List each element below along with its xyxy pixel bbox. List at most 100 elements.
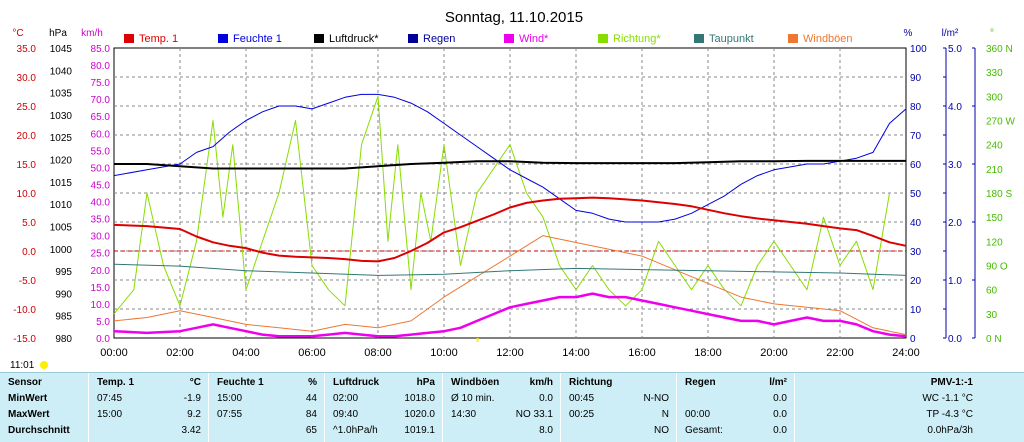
- legend-label: Windböen: [803, 33, 853, 45]
- stats-direction-value: N-NO: [643, 393, 669, 404]
- wind-tick-label: 50.0: [91, 163, 111, 174]
- stats-row-label-max: MaxWert: [8, 409, 50, 420]
- legend-label: Richtung*: [613, 33, 661, 45]
- stats-pressure-time: 02:00: [333, 393, 359, 404]
- x-tick-label: 06:00: [298, 347, 326, 359]
- direction-tick-label: 60: [986, 286, 998, 297]
- pressure-tick-label: 1005: [50, 222, 73, 233]
- stats-sensor-column: Sensor MinWert MaxWert Durchschnitt: [0, 373, 88, 442]
- wind-tick-label: 15.0: [91, 283, 111, 294]
- stats-unit-rain: l/m²: [769, 377, 787, 388]
- pressure-tick-label: 1015: [50, 178, 73, 189]
- stats-unit-humidity: %: [308, 377, 317, 388]
- stats-temp-value: -1.9: [183, 393, 201, 404]
- stats-row-label-min: MinWert: [8, 393, 48, 404]
- x-tick-label: 22:00: [826, 347, 854, 359]
- temp-tick-label: -5.0: [19, 276, 37, 287]
- legend-label: Luftdruck*: [329, 33, 379, 45]
- rain-unit-label: l/m²: [942, 28, 959, 39]
- rain-tick-label: 1.0: [948, 276, 962, 287]
- wind-tick-label: 20.0: [91, 266, 111, 277]
- humidity-unit-label: %: [904, 28, 913, 39]
- weather-chart: Sonntag, 11.10.2015 Temp. 1 Feuchte 1 Luft…: [10, 9, 1015, 371]
- stats-gusts-value: 8.0: [539, 425, 553, 436]
- stats-pressure-time: 09:40: [333, 409, 359, 420]
- direction-tick-label: 30: [986, 310, 998, 321]
- direction-tick-label: 90 O: [986, 262, 1008, 273]
- humidity-tick-label: 80: [910, 102, 922, 113]
- legend-label: Feuchte 1: [233, 33, 282, 45]
- stats-humidity-value: 44: [305, 393, 317, 404]
- stats-pmv-windchill: WC -1.1 °C: [922, 393, 973, 404]
- stats-header-gusts: Windböen: [451, 377, 500, 388]
- stats-gusts-time: 14:30: [451, 409, 477, 420]
- legend-swatch: [598, 34, 608, 43]
- stats-temp-value: 9.2: [187, 409, 201, 420]
- rain-tick-label: 2.0: [948, 218, 962, 229]
- series-line-windböen: [113, 235, 907, 336]
- stats-pressure-value: 1018.0: [404, 393, 435, 404]
- direction-tick-label: 270 W: [986, 117, 1015, 128]
- temp-tick-label: 0.0: [22, 247, 36, 258]
- wind-tick-label: 45.0: [91, 180, 111, 191]
- stats-humidity-time: 15:00: [217, 393, 243, 404]
- temp-unit-label: °C: [12, 28, 23, 39]
- humidity-tick-label: 20: [910, 276, 922, 287]
- stats-pmv-column: PMV-1:-1 WC -1.1 °C TP -4.3 °C 0.0hPa/3h: [794, 373, 1024, 442]
- stats-humidity-value: 84: [305, 409, 317, 420]
- right-axes: 10090807060504030201005.04.03.02.01.00.0…: [910, 44, 1015, 345]
- temp-tick-label: 20.0: [17, 131, 37, 142]
- humidity-tick-label: 30: [910, 247, 922, 258]
- legend-swatch: [218, 34, 228, 43]
- direction-tick-label: 150: [986, 213, 1003, 224]
- chart-series: [113, 93, 907, 338]
- stats-rain-time: 00:00: [685, 409, 711, 420]
- stats-rain-value: 0.0: [773, 425, 787, 436]
- rain-tick-label: 3.0: [948, 160, 962, 171]
- direction-tick-label: 180 S: [986, 189, 1012, 200]
- pressure-tick-label: 1045: [50, 44, 73, 55]
- x-tick-label: 14:00: [562, 347, 590, 359]
- current-time-marker: 11:01: [10, 338, 479, 371]
- stats-temp-value: 3.42: [181, 425, 201, 436]
- axis-unit-labels: °C hPa km/h% l/m² °: [12, 28, 994, 39]
- humidity-tick-label: 100: [910, 44, 927, 55]
- wind-tick-label: 5.0: [96, 317, 110, 328]
- wind-tick-label: 30.0: [91, 232, 111, 243]
- pressure-tick-label: 1040: [50, 66, 73, 77]
- stats-header-humidity: Feuchte 1: [217, 377, 264, 388]
- pressure-tick-label: 1020: [50, 156, 73, 167]
- wind-tick-label: 55.0: [91, 146, 111, 157]
- stats-direction-value: NO: [654, 425, 669, 436]
- stats-unit-pressure: hPa: [416, 377, 435, 388]
- series-line-wind: [113, 292, 907, 338]
- legend-swatch: [314, 34, 324, 43]
- x-tick-label: 08:00: [364, 347, 392, 359]
- pressure-tick-label: 1025: [50, 133, 73, 144]
- x-axis: 00:00 02:00 04:00 06:00 08:00 10:00 12:00 14:00…: [100, 347, 920, 359]
- x-tick-label: 20:00: [760, 347, 788, 359]
- stats-direction-value: N: [661, 409, 669, 420]
- humidity-tick-label: 0: [910, 334, 916, 345]
- pressure-unit-label: hPa: [49, 28, 67, 39]
- stats-humidity-column: Feuchte 1% 15:00 44 07:55 84 65: [208, 373, 325, 442]
- stats-unit-gusts: km/h: [529, 377, 553, 388]
- left-axes: 35.0 30.0 25.0 20.0 15.0 10.0 5.0 0.0 -5.0 -10.0 -…: [13, 44, 110, 345]
- wind-tick-label: 40.0: [91, 198, 111, 209]
- temp-tick-label: -15.0: [13, 334, 36, 345]
- x-tick-label: 10:00: [430, 347, 458, 359]
- pressure-tick-label: 980: [55, 334, 72, 345]
- series-line-luftdruck: [114, 159, 906, 170]
- stats-pressure-value: 1019.1: [404, 425, 435, 436]
- x-tick-label: 24:00: [892, 347, 920, 359]
- stats-direction-time: 00:45: [569, 393, 595, 404]
- legend-swatch: [124, 34, 134, 43]
- direction-tick-label: 330: [986, 68, 1003, 79]
- legend-swatch: [694, 34, 704, 43]
- x-tick-label: 04:00: [232, 347, 260, 359]
- stats-gusts-column: Windböen km/h Ø 10 min. 0.0 14:30 NO 33.1 8.0: [442, 373, 561, 442]
- temp-tick-label: 10.0: [17, 189, 37, 200]
- wind-tick-label: 80.0: [91, 61, 111, 72]
- wind-tick-label: 25.0: [91, 249, 111, 260]
- stats-header-direction: Richtung: [569, 377, 613, 388]
